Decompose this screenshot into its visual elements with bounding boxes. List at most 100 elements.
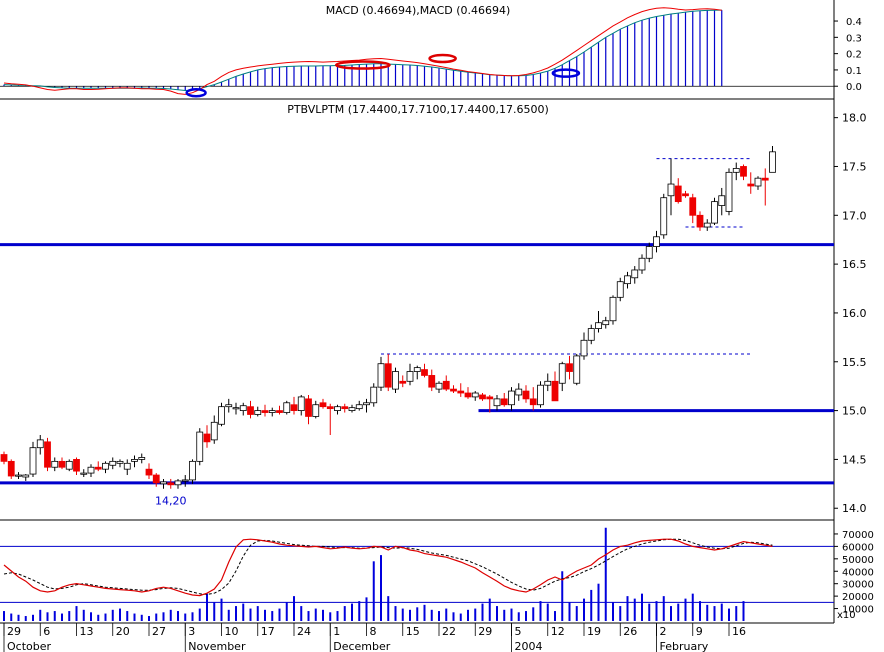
x-day-label: 22 [442, 625, 456, 638]
candle-body [740, 166, 747, 177]
price-title: PTBVLPTM (17.4400,17.7100,17.4400,17.650… [287, 103, 549, 116]
x-day-label: 24 [297, 625, 311, 638]
candle-body [689, 197, 697, 216]
candle-body [682, 193, 689, 197]
candle-body [566, 363, 573, 372]
candle-body [399, 380, 407, 384]
candle-body [645, 246, 653, 259]
candle-body [0, 454, 8, 462]
candle-body [595, 322, 602, 329]
candle-body [181, 479, 189, 482]
x-day-label: 29 [478, 625, 492, 638]
candle-body [696, 214, 704, 228]
x-month-label: November [188, 640, 246, 652]
candle-body [160, 481, 167, 485]
oscillator-signal-line [3, 538, 773, 595]
candle-body [341, 406, 349, 410]
macd-y-tick-label: 0.1 [846, 66, 862, 77]
price-panel: 14,20 18.0 17.5 17.0 16.5 16.0 15.5 15.0 14.5 14.… [0, 112, 867, 515]
x-day-label: 6 [43, 625, 50, 638]
candle-body [276, 410, 283, 413]
candle-body [102, 462, 109, 470]
candle-body [138, 457, 146, 460]
price-y-tick-label: 16.0 [842, 307, 867, 320]
candle-body [515, 388, 523, 396]
candle-body [457, 390, 465, 394]
candle-body [747, 183, 755, 187]
x-day-label: 1 [333, 625, 340, 638]
candle-body [471, 392, 479, 398]
candle-body [377, 363, 385, 388]
candle-body [529, 398, 537, 406]
candle-body [392, 371, 399, 390]
macd-y-tick-label: 0.4 [846, 17, 862, 28]
price-y-tick-label: 15.5 [842, 356, 867, 369]
candle-body [239, 405, 247, 411]
candle-body [406, 371, 414, 382]
candle-body [87, 466, 95, 474]
candle-body [305, 398, 312, 417]
macd-highlight-ellipse [551, 68, 581, 78]
volume-y-tick-label: 30000 [842, 580, 874, 591]
candle-body [73, 459, 80, 472]
candle-body [725, 171, 733, 212]
price-y-tick-label: 17.5 [842, 160, 867, 173]
candle-body [189, 460, 196, 481]
candle-body [283, 402, 291, 413]
candle-body [413, 367, 421, 372]
candle-body [754, 177, 762, 187]
price-y-tick-label: 15.0 [842, 405, 867, 418]
candle-body [558, 363, 566, 384]
candle-body [355, 404, 363, 410]
x-axis: 29 6 13 20 27 3 10 17 24 1 8 15 22 29 5 12 19 26 2 9 16Octob… [3, 623, 746, 652]
macd-y-tick-label: 0.3 [846, 33, 862, 44]
candle-body [703, 222, 711, 228]
candle-body [65, 460, 73, 470]
volume-axis-label: x10 [837, 610, 856, 621]
volume-y-tick-label: 70000 [842, 530, 874, 541]
candle-body [29, 447, 37, 475]
candle-body [232, 407, 240, 410]
x-day-label: 10 [225, 625, 239, 638]
x-day-label: 12 [551, 625, 565, 638]
candle-body [587, 328, 595, 341]
candle-body [493, 398, 501, 407]
candle-body [616, 281, 624, 298]
candle-body [36, 439, 44, 449]
candle-body [537, 384, 544, 406]
candle-body [384, 363, 392, 388]
candle-body [210, 421, 218, 441]
candle-body [761, 177, 769, 181]
candle-body [544, 380, 552, 386]
candle-body [247, 406, 254, 415]
candle-body [464, 392, 472, 398]
price-y-tick-label: 17.0 [842, 209, 867, 222]
candle-body [44, 441, 51, 468]
x-month-label: October [7, 640, 51, 652]
candle-body [116, 460, 124, 464]
candle-body [370, 386, 378, 404]
candle-body [15, 474, 22, 477]
x-day-label: 2 [660, 625, 667, 638]
macd-panel: 0.4 0.3 0.2 0.1 0.0 [0, 7, 862, 98]
candle-body [522, 390, 530, 400]
macd-line [3, 7, 722, 95]
candle-body [254, 410, 262, 415]
candle-body [435, 382, 443, 390]
x-month-label: February [660, 640, 709, 652]
candle-body [196, 431, 204, 462]
candle-body [326, 406, 334, 410]
candle-body [573, 355, 581, 384]
candle-body [174, 480, 182, 486]
macd-highlight-ellipse [334, 60, 391, 70]
candle-body [123, 462, 131, 470]
candle-body [261, 410, 269, 413]
x-day-label: 27 [152, 625, 166, 638]
x-day-label: 19 [587, 625, 601, 638]
candle-body [218, 406, 225, 425]
macd-highlight-ellipse [185, 87, 207, 98]
candle-body [312, 404, 320, 417]
candle-body [421, 369, 428, 376]
